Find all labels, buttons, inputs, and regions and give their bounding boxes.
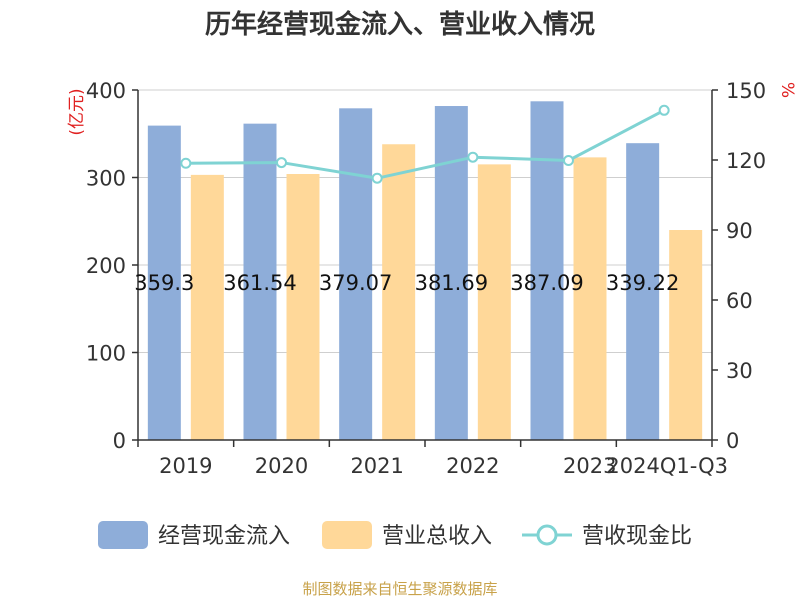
- data-label-cash-inflow: 361.54: [223, 271, 296, 295]
- axes: 0 100 200 300 400 0 30 60 90 120 150 2019 2020 2021 20…: [86, 79, 766, 478]
- right-axis-tick-label: 90: [726, 219, 753, 243]
- right-axis-tick-label: 60: [726, 289, 753, 313]
- right-axis-tick-label: 30: [726, 359, 753, 383]
- x-axis-tick-label: 2022: [446, 454, 499, 478]
- ratio-point: [371, 172, 383, 184]
- bar-cash-inflow: [530, 101, 564, 440]
- legend-label-ratio: 营收现金比: [582, 524, 692, 549]
- legend-swatch-cash-inflow: [98, 521, 148, 549]
- grid: [138, 89, 712, 353]
- bar-cash-inflow: [147, 125, 181, 441]
- source-note: 制图数据来自恒生聚源数据库: [302, 580, 497, 598]
- bars: [147, 101, 703, 441]
- bar-revenue: [669, 230, 703, 440]
- bar-revenue: [382, 144, 416, 440]
- right-axis-unit: %: [777, 82, 797, 98]
- data-label-cash-inflow: 381.69: [415, 271, 488, 295]
- data-label-cash-inflow: 387.09: [510, 271, 583, 295]
- data-label-cash-inflow: 379.07: [319, 271, 392, 295]
- bar-revenue: [190, 174, 224, 440]
- bar-revenue: [477, 164, 511, 440]
- left-axis-tick-label: 0: [113, 429, 126, 453]
- x-axis-tick-label: 2020: [255, 454, 308, 478]
- ratio-point: [563, 154, 574, 166]
- left-axis-tick-label: 300: [86, 167, 126, 191]
- ratio-point: [180, 157, 192, 169]
- bar-revenue: [573, 157, 607, 440]
- ratio-point: [658, 104, 670, 116]
- x-axis-tick-label: 2023: [563, 454, 616, 478]
- bar-cash-inflow: [339, 108, 373, 440]
- right-axis-tick-label: 0: [726, 429, 739, 453]
- right-axis-tick-label: 150: [726, 79, 766, 103]
- ratio-line: [185, 108, 665, 180]
- data-labels: 359.3 361.54 379.07 381.69 387.09 339.22: [134, 271, 679, 295]
- data-label-cash-inflow: 359.3: [134, 271, 194, 295]
- x-axis-tick-label: 2019: [159, 454, 212, 478]
- legend-label-revenue: 营业总收入: [382, 524, 492, 549]
- chart-title: 历年经营现金流入、营业收入情况: [205, 9, 595, 40]
- bar-revenue: [286, 174, 320, 440]
- legend-swatch-revenue: [322, 521, 372, 549]
- x-axis-tick-label: 2024Q1-Q3: [606, 454, 728, 478]
- ratio-point: [276, 157, 287, 169]
- legend-label-cash-inflow: 经营现金流入: [158, 524, 290, 549]
- right-axis-tick-label: 120: [726, 149, 766, 173]
- bar-cash-inflow: [243, 123, 277, 440]
- x-axis-tick-label: 2021: [350, 454, 403, 478]
- left-axis-tick-label: 100: [86, 342, 126, 366]
- legend-swatch-ratio-marker: [536, 524, 558, 546]
- line-series: [180, 104, 670, 184]
- bar-cash-inflow: [626, 143, 660, 440]
- data-label-cash-inflow: 339.22: [606, 271, 679, 295]
- left-axis-tick-label: 400: [86, 79, 126, 103]
- left-axis-unit: (亿元): [67, 88, 87, 135]
- ratio-point: [467, 151, 479, 163]
- left-axis-tick-label: 200: [86, 254, 126, 278]
- legend: 经营现金流入 营业总收入 营收现金比: [98, 521, 692, 549]
